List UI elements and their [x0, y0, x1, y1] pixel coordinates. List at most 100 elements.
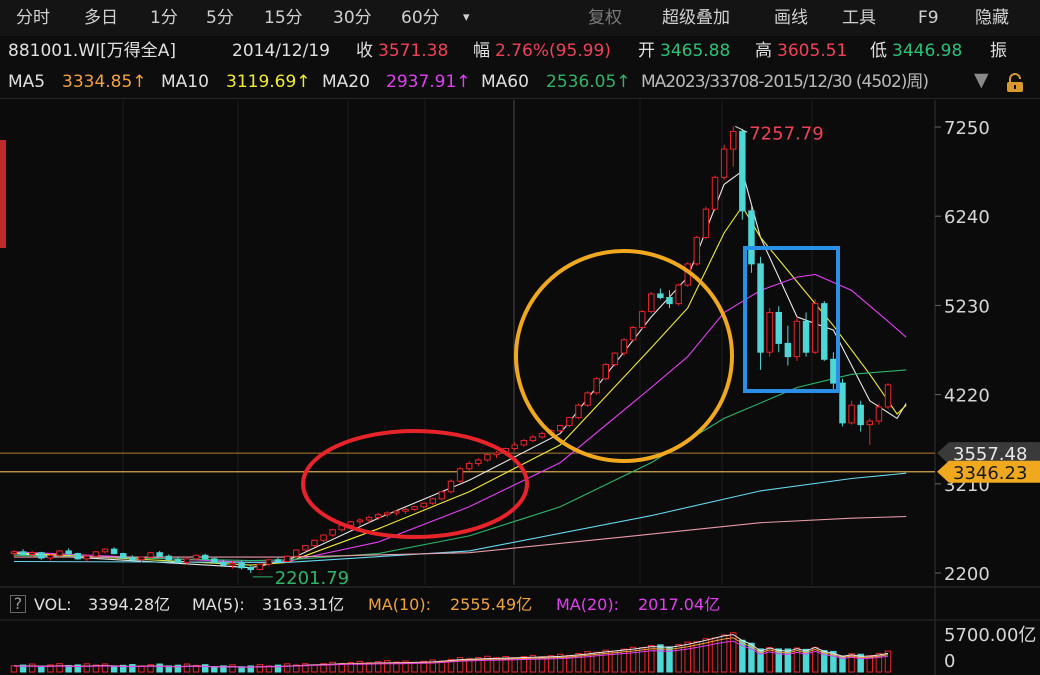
candle-down — [201, 554, 209, 560]
volume-bar — [10, 665, 18, 673]
ma-overlap-text: MA2023/33708-2015/12/30 (4502)周) — [641, 72, 929, 92]
candle-down — [839, 382, 846, 424]
candle-down — [220, 561, 227, 566]
lock-icon[interactable] — [1004, 73, 1026, 93]
candle-up — [638, 311, 646, 328]
candle-down — [65, 550, 72, 555]
triangle-down-icon[interactable]: ▼ — [974, 69, 989, 91]
vol-axis-zero: 0 — [944, 651, 955, 672]
candle-down — [274, 559, 282, 563]
candle-up — [538, 432, 546, 438]
candle-up — [438, 491, 446, 500]
tab-1min[interactable]: 1分 — [150, 8, 178, 28]
ma10-value: 3119.69↑ — [226, 72, 311, 92]
volume-bar — [447, 658, 455, 673]
volume-bar — [802, 648, 810, 673]
candle-down — [830, 358, 837, 384]
candle-up — [229, 562, 236, 566]
volume-bar — [830, 650, 837, 673]
vol-value: 3394.28亿 — [88, 595, 171, 614]
vol-ma20-label: MA(20): — [556, 595, 619, 614]
red-circle-annotation — [301, 429, 529, 539]
volume-bar — [420, 660, 427, 673]
tab-intraday[interactable]: 分时 — [16, 8, 50, 28]
candle-up — [356, 519, 364, 523]
volume-bar — [101, 663, 109, 673]
close-value: 3571.38 — [378, 41, 449, 61]
orange-circle-annotation — [514, 249, 734, 463]
volume-bar — [720, 634, 728, 673]
candle-up — [101, 548, 109, 553]
candle-up — [484, 454, 491, 461]
volume-bar — [274, 664, 282, 673]
volume-bar — [784, 648, 792, 673]
candles — [10, 126, 892, 573]
blue-box-annotation — [743, 246, 840, 393]
volume-bar — [493, 657, 500, 673]
ma-lines — [13, 170, 907, 569]
candle-up — [311, 539, 318, 547]
candle-up — [411, 506, 418, 510]
candle-up — [584, 392, 591, 406]
high-value: 3605.51 — [777, 41, 848, 61]
draw-line-button[interactable]: 画线 — [774, 8, 808, 28]
volume-bar — [857, 653, 864, 673]
tab-multi-day[interactable]: 多日 — [84, 8, 118, 28]
max-price-label: 7257.79 — [749, 123, 823, 144]
candle-down — [156, 552, 163, 557]
candle-up — [729, 130, 737, 150]
volume-bar — [629, 646, 637, 673]
candle-up — [329, 529, 336, 536]
tab-5min[interactable]: 5分 — [206, 8, 234, 28]
candle-down — [802, 320, 810, 353]
change-label: 幅 — [473, 41, 490, 61]
quote-info-bar: 881001.WI[万得全A] 2014/12/19 收 3571.38 幅 2… — [0, 36, 1040, 67]
collapse-icon[interactable]: ? — [10, 595, 26, 613]
volume-bar — [693, 641, 701, 673]
candle-down — [657, 293, 664, 298]
volume-bar — [402, 660, 409, 673]
candle-up — [429, 498, 437, 504]
restore-rights-button[interactable]: 复权 — [588, 8, 622, 28]
volume-bar — [47, 664, 54, 673]
tab-60min[interactable]: 60分 — [401, 8, 440, 28]
vol-ma20-line — [13, 640, 889, 668]
candle-up — [92, 551, 100, 557]
max-pointer — [735, 125, 748, 133]
candle-up — [620, 339, 628, 354]
ma-legend-bar: MA5 3334.85↑ MA10 3119.69↑ MA20 2937.91↑… — [0, 66, 1040, 99]
super-overlay-button[interactable]: 超级叠加 — [662, 8, 730, 28]
candle-up — [557, 425, 564, 432]
candle-down — [857, 404, 864, 426]
candle-down — [247, 567, 254, 570]
candle-up — [675, 284, 682, 305]
tools-button[interactable]: 工具 — [842, 8, 876, 28]
candle-up — [848, 404, 855, 424]
tab-15min[interactable]: 15分 — [264, 8, 303, 28]
volume-bar — [347, 661, 355, 673]
f9-button[interactable]: F9 — [918, 8, 939, 28]
annotation-overlays: 7257.79 2201.79 — [252, 123, 840, 589]
vol-axis-top: 5700.00亿 — [944, 625, 1036, 646]
candle-up — [766, 311, 773, 353]
period-dropdown-icon[interactable]: ▾ — [463, 10, 470, 25]
candle-up — [520, 440, 528, 446]
volume-bar — [83, 663, 91, 673]
ma5-label: MA5 — [8, 72, 46, 92]
vol-ma5-value: 3163.31亿 — [262, 595, 345, 614]
volume-bar — [620, 648, 628, 673]
candle-up — [456, 468, 464, 482]
ma20-label: MA20 — [322, 72, 370, 92]
candle-up — [393, 510, 400, 514]
volume-bar — [757, 648, 764, 673]
volume-bar — [456, 657, 464, 673]
hide-button[interactable]: 隐藏 — [975, 8, 1009, 28]
candle-up — [402, 508, 409, 512]
volume-bar — [766, 647, 773, 673]
tab-30min[interactable]: 30分 — [333, 8, 372, 28]
candle-down — [165, 555, 173, 561]
volume-bar — [192, 664, 200, 673]
candle-up — [83, 555, 91, 560]
amplitude-label: 振 — [990, 41, 1007, 61]
